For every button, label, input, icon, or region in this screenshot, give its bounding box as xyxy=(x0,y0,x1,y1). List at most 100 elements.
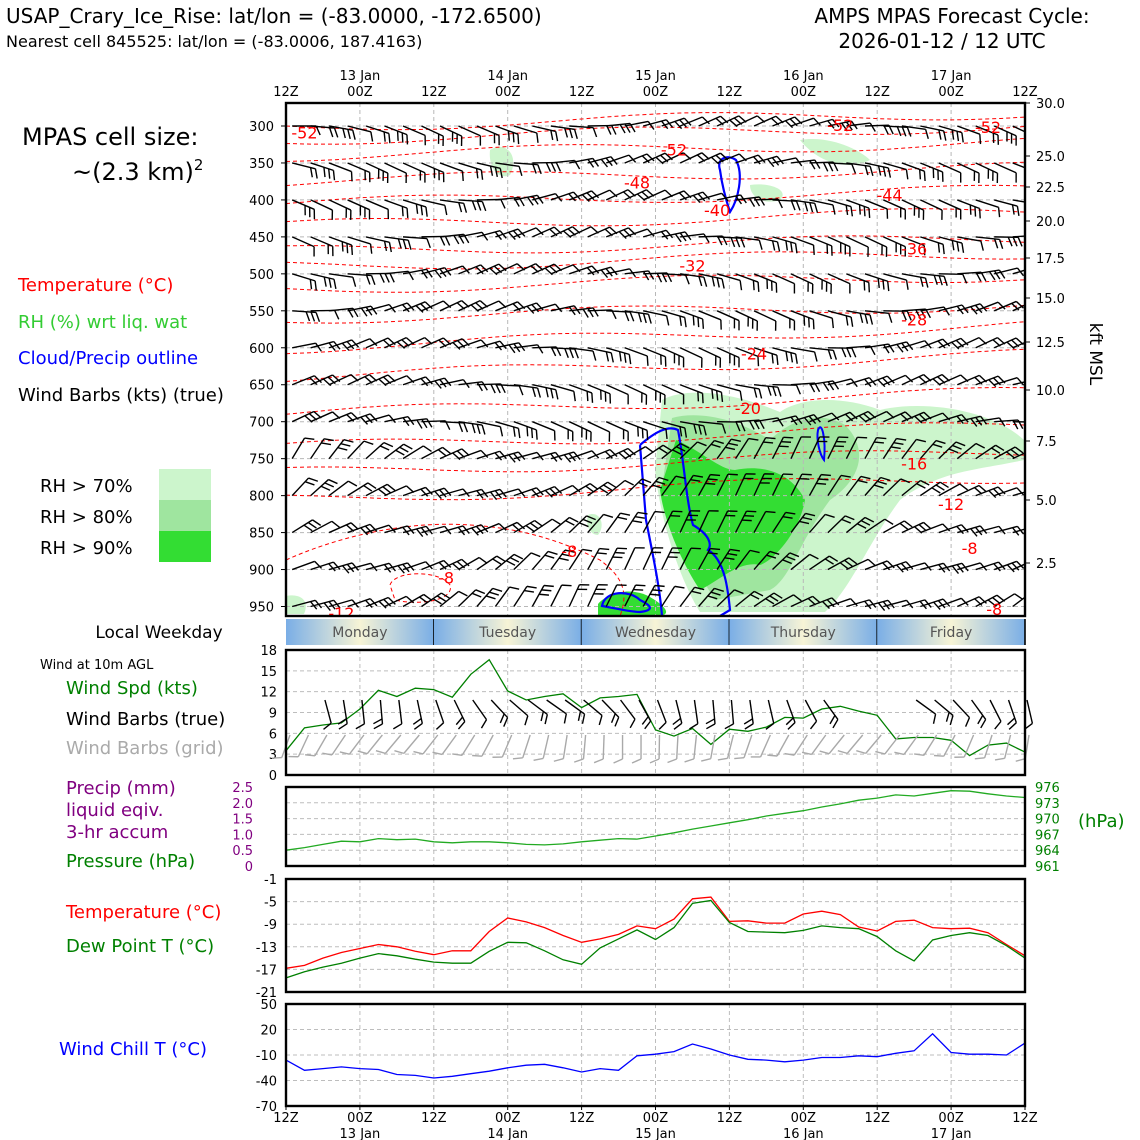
wind-barb-upper xyxy=(975,269,1006,281)
y-tick-label: 0 xyxy=(269,769,277,784)
y-tick-label: 12 xyxy=(260,686,277,701)
wind-barb-upper xyxy=(698,439,724,460)
wind-barb-upper xyxy=(402,236,431,249)
wind-barb-upper xyxy=(476,555,506,571)
wind-barb-upper xyxy=(771,436,794,459)
bottom-hour-label: 00Z xyxy=(791,1111,817,1126)
wind-barb-grid xyxy=(701,734,716,762)
bottom-hour-label: 12Z xyxy=(717,1111,743,1126)
legend-precip-1: Precip (mm) xyxy=(66,778,176,799)
wind-barb-upper xyxy=(402,125,426,146)
wind-barb-upper xyxy=(532,384,559,400)
wind-barb-upper xyxy=(661,442,690,460)
wind-barb-upper xyxy=(402,376,433,387)
wind-barb-upper xyxy=(809,118,840,129)
wind-barb-upper xyxy=(827,199,854,217)
wind-barb-upper xyxy=(550,125,578,140)
temp-contour-label: -40 xyxy=(704,201,730,220)
wind-barb-upper xyxy=(347,236,373,254)
temp-contour-label: -12 xyxy=(938,495,964,514)
wind-barb-upper xyxy=(421,592,451,608)
wind-barb-upper xyxy=(643,272,673,283)
wind-barb-upper xyxy=(550,305,581,316)
wind-barb-upper xyxy=(956,442,986,460)
wind-barb-upper xyxy=(1012,300,1025,312)
pressure-tick-label: 550 xyxy=(249,305,274,320)
top-date-label: 13 Jan xyxy=(340,69,381,84)
bottom-date-label: 16 Jan xyxy=(783,1127,824,1140)
wind-barb-upper xyxy=(790,310,815,330)
weekday-cell xyxy=(877,619,1025,645)
wind-barb-upper xyxy=(661,384,685,405)
precip-tick-label: 2.0 xyxy=(232,797,253,812)
wind-barb-upper xyxy=(679,510,701,533)
bottom-date-label: 17 Jan xyxy=(931,1127,972,1140)
wind-barb-upper xyxy=(772,310,796,331)
pressure-tick-label: 350 xyxy=(249,157,274,172)
wind-barb-grid xyxy=(767,734,790,757)
wind-barb-upper xyxy=(734,437,759,460)
wind-barb-upper xyxy=(421,162,445,183)
time-axes: 12Z 12Z 00Z 00Z 12Z 12Z 00Z 00Z 12Z 12Z 00Z 00Z 12Z 1… xyxy=(273,69,1038,1140)
bottom-hour-label: 12Z xyxy=(864,1111,890,1126)
wind-barb-true xyxy=(601,699,620,727)
wind-barb-upper xyxy=(661,585,685,607)
wind-barb-upper xyxy=(975,561,1006,572)
wind-barb-upper xyxy=(495,125,520,145)
top-date-label: 16 Jan xyxy=(783,69,824,84)
wind-barb-upper xyxy=(753,155,784,168)
pressure-line xyxy=(285,790,1026,851)
wind-barb-upper xyxy=(883,125,912,137)
wind-barb-upper xyxy=(365,162,389,183)
isotherm-line xyxy=(286,321,1025,355)
wind-barb-upper xyxy=(772,594,802,608)
wind-barb-upper xyxy=(439,125,463,147)
wind-barb-upper xyxy=(458,125,482,146)
wind-barb-true xyxy=(392,699,403,730)
wind-barb-upper xyxy=(753,384,782,397)
wind-barb-upper xyxy=(347,125,374,142)
wind-barb-upper xyxy=(753,592,783,608)
wind-barb-upper xyxy=(495,228,526,241)
wind-barb-upper xyxy=(975,162,999,183)
wind-barb-grid xyxy=(649,734,661,764)
wind-barb-true xyxy=(952,699,971,727)
wind-barb-upper xyxy=(605,512,631,533)
wind-barb-upper xyxy=(661,117,692,130)
wind-barb-upper xyxy=(569,157,600,168)
legend-precip-2: liquid eqiv. xyxy=(66,800,163,821)
wind-barb-upper xyxy=(328,339,360,351)
wind-barb-upper xyxy=(716,153,747,164)
wind-barb-upper xyxy=(864,343,895,354)
wind-barb-grid xyxy=(750,734,771,758)
wind-barb-true xyxy=(915,699,937,724)
wind-barb-upper xyxy=(347,440,374,460)
wind-barb-upper xyxy=(642,510,665,533)
wind-barb-upper xyxy=(642,347,667,367)
top-hour-label: 12Z xyxy=(273,85,299,100)
wind-barb-upper xyxy=(716,589,744,608)
temp-contour-label: -52 xyxy=(661,140,687,159)
top-hour-label: 12Z xyxy=(569,85,595,100)
wind-barb-upper xyxy=(624,584,646,607)
wind-barb-true xyxy=(435,699,445,730)
wind-barb-upper xyxy=(532,485,563,498)
wind-barb-upper xyxy=(550,421,574,442)
wind-barb-upper xyxy=(458,231,489,241)
wind-barb-upper xyxy=(439,488,470,497)
wind-barb-upper xyxy=(402,199,428,217)
wind-barb-upper xyxy=(513,344,544,354)
wind-barb-grid xyxy=(667,734,679,764)
wind-barb-upper xyxy=(328,439,354,460)
precip-tick-label: 1.0 xyxy=(232,828,253,843)
temp-contour-label: -20 xyxy=(735,399,761,418)
wind-barb-upper xyxy=(901,479,930,497)
wind-barb-upper xyxy=(993,593,1024,608)
wind-barb-upper xyxy=(624,478,652,497)
y-tick-label: 3 xyxy=(269,748,277,763)
wind-barb-upper xyxy=(753,550,780,570)
wind-barb-upper xyxy=(513,519,544,534)
top-hour-label: 00Z xyxy=(495,85,521,100)
wind-barb-upper xyxy=(606,310,635,322)
